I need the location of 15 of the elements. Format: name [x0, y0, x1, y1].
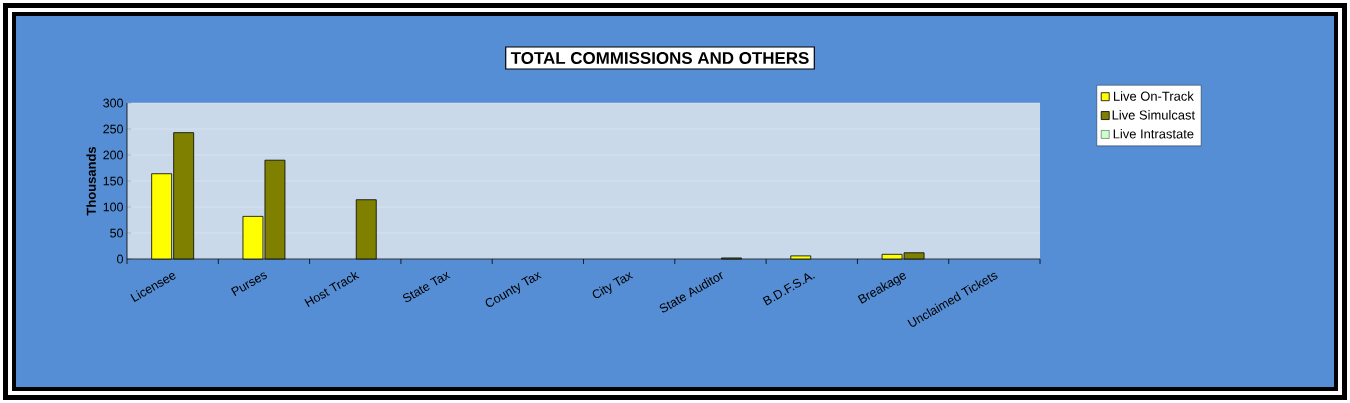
y-tick-label: 300 — [103, 98, 123, 108]
legend-label: Live Simulcast — [1112, 110, 1195, 120]
legend-label: Live Intrastate — [1113, 128, 1194, 139]
x-tick-label: Host Track — [304, 271, 360, 307]
y-tick-label: 200 — [103, 150, 123, 160]
y-tick-label: 50 — [110, 228, 123, 238]
x-tick-label: State Tax — [403, 271, 451, 303]
y-tick-label: 100 — [103, 202, 123, 212]
chart-title: TOTAL COMMISSIONS AND OTHERS — [510, 52, 809, 64]
legend-label: Live On-Track — [1114, 91, 1194, 101]
y-tick-label: 0 — [117, 254, 123, 264]
x-tick-label: City Tax — [592, 272, 634, 299]
y-tick-label: 150 — [103, 176, 123, 186]
y-axis-title: Thousands — [86, 146, 96, 216]
y-tick-label: 250 — [103, 124, 123, 134]
